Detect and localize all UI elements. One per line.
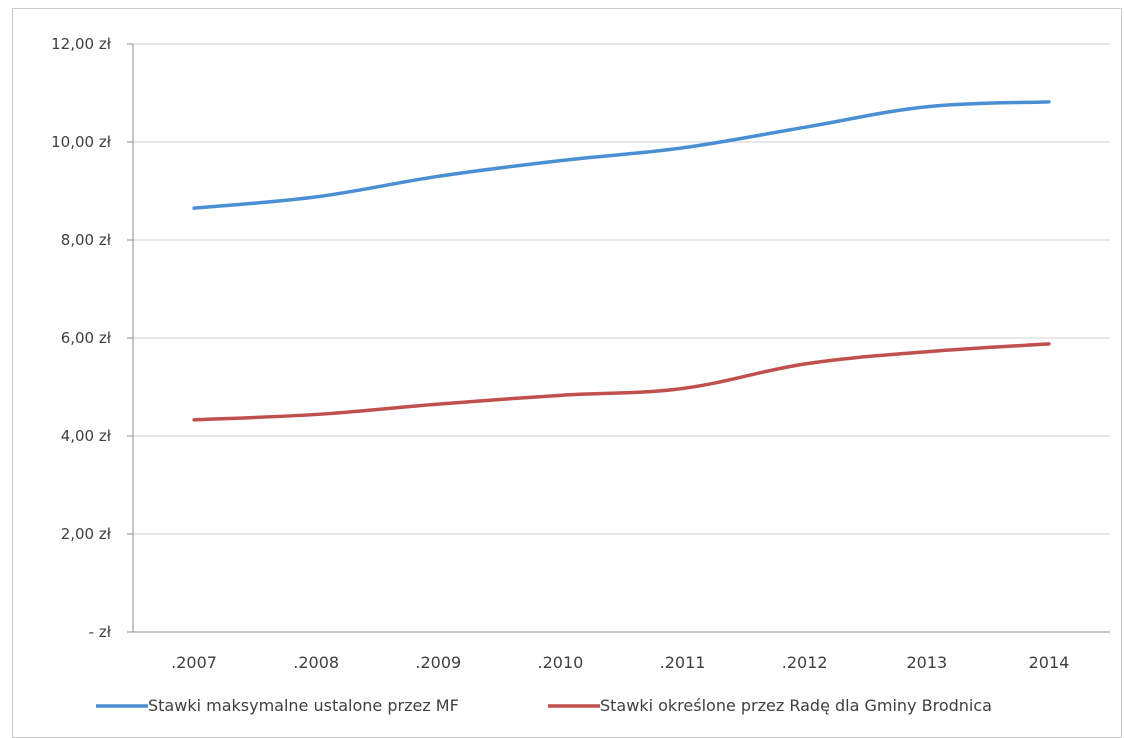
x-tick-labels: .2007 .2008 .2009 .2010 .2011 .2012 2013 2014 <box>171 653 1069 672</box>
axes <box>132 44 1110 633</box>
y-tick-label: 6,00 zł <box>61 329 112 347</box>
x-tick-label: 2014 <box>1029 653 1070 672</box>
x-tick-label: .2011 <box>660 653 706 672</box>
series-line-2 <box>192 342 1051 422</box>
legend: Stawki maksymalne ustalone przez MF Stawk… <box>96 696 992 715</box>
y-tick-label: 2,00 zł <box>61 525 112 543</box>
chart-frame <box>12 8 1122 738</box>
gridlines <box>127 43 1110 633</box>
y-tick-label: 4,00 zł <box>61 427 112 445</box>
y-tick-label: 10,00 zł <box>51 133 112 151</box>
series-lines <box>192 100 1051 422</box>
y-tick-label: 12,00 zł <box>51 35 112 53</box>
x-tick-label: .2007 <box>171 653 217 672</box>
x-tick-label: .2010 <box>538 653 584 672</box>
legend-label-2: Stawki określone przez Radę dla Gminy Br… <box>600 696 992 715</box>
x-tick-label: .2009 <box>415 653 461 672</box>
y-tick-label: - zł <box>89 623 112 641</box>
legend-label-1: Stawki maksymalne ustalone przez MF <box>148 696 459 715</box>
y-tick-labels: - zł 2,00 zł 4,00 zł 6,00 zł 8,00 zł 10,00 zł… <box>51 35 112 641</box>
x-tick-label: .2008 <box>293 653 339 672</box>
series-line-1 <box>192 100 1051 210</box>
x-tick-label: 2013 <box>906 653 947 672</box>
y-tick-label: 8,00 zł <box>61 231 112 249</box>
x-tick-label: .2012 <box>782 653 828 672</box>
